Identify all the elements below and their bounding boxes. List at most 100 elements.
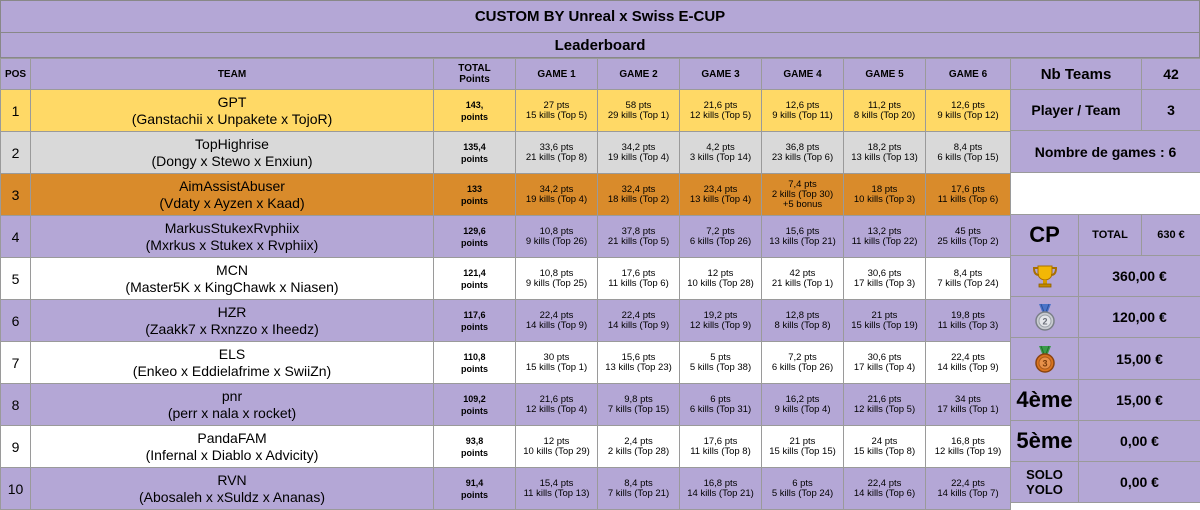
total-points-unit: points [434, 237, 515, 249]
svg-text:3: 3 [1042, 358, 1047, 368]
team-name: RVN [31, 472, 433, 489]
rank-cell: 4 [1, 216, 31, 258]
game-points: 37,8 pts [598, 227, 679, 237]
game-kills: 13 kills (Top 23) [598, 363, 679, 373]
game-points: 12,6 pts [762, 101, 843, 111]
total-points-unit: points [434, 279, 515, 291]
total-points-value: 121,4 [434, 267, 515, 279]
prize-amount-2: 120,00 € [1079, 297, 1200, 338]
team-players: (Ganstachii x Unpakete x TojoR) [31, 111, 433, 128]
game-kills: 14 kills (Top 7) [926, 489, 1010, 499]
team-cell: RVN(Abosaleh x xSuldz x Ananas) [31, 468, 434, 510]
page-title-text: CUSTOM BY Unreal x Swiss E-CUP [475, 8, 725, 25]
total-points-value: 110,8 [434, 351, 515, 363]
game-kills: 21 kills (Top 1) [762, 279, 843, 289]
rank-cell: 3 [1, 174, 31, 216]
game-points: 18,2 pts [844, 143, 925, 153]
game-points: 7,2 pts [762, 353, 843, 363]
total-points-unit: points [434, 447, 515, 459]
prize-place-6-line1: SOLO [1026, 467, 1063, 482]
prize-place-3: 3 [1011, 338, 1079, 380]
cp-label: CP [1011, 215, 1079, 256]
game-kills: 15 kills (Top 19) [844, 321, 925, 331]
team-cell: MarkusStukexRvphiix(Mxrkus x Stukex x Rv… [31, 216, 434, 258]
game-points: 12,6 pts [926, 101, 1010, 111]
game-points: 15,6 pts [598, 353, 679, 363]
prize-place-5: 5ème [1011, 421, 1079, 462]
gold-trophy-icon [1031, 262, 1059, 290]
total-points-value: 133 [434, 183, 515, 195]
game-kills: 9 kills (Top 12) [926, 111, 1010, 121]
game-points: 22,4 pts [844, 479, 925, 489]
prize-place-6-line2: YOLO [1026, 482, 1063, 497]
total-points-value: 109,2 [434, 393, 515, 405]
total-points-value: 143, [434, 99, 515, 111]
game-points: 2,4 pts [598, 437, 679, 447]
game-points: 11,2 pts [844, 101, 925, 111]
team-players: (Abosaleh x xSuldz x Ananas) [31, 489, 433, 506]
game-points: 12,8 pts [762, 311, 843, 321]
rank-cell: 10 [1, 468, 31, 510]
game-kills: 12 kills (Top 5) [680, 111, 761, 121]
game-points: 19,8 pts [926, 311, 1010, 321]
game-kills: 12 kills (Top 4) [516, 405, 597, 415]
team-players: (Infernal x Diablo x Advicity) [31, 447, 433, 464]
game-kills: 9 kills (Top 25) [516, 279, 597, 289]
prize-place-1 [1011, 256, 1079, 297]
game-kills: 7 kills (Top 15) [598, 405, 679, 415]
player-team-value: 3 [1142, 90, 1200, 131]
game-kills: 7 kills (Top 21) [598, 489, 679, 499]
rank-cell: 5 [1, 258, 31, 300]
team-name: MCN [31, 262, 433, 279]
game-kills: 11 kills (Top 22) [844, 237, 925, 247]
game-points: 17,6 pts [598, 269, 679, 279]
team-cell: MCN(Master5K x KingChawk x Niasen) [31, 258, 434, 300]
header-game-4: GAME 4 [762, 59, 844, 90]
game-points: 45 pts [926, 227, 1010, 237]
page-title: CUSTOM BY Unreal x Swiss E-CUP [0, 0, 1200, 33]
game-kills: 19 kills (Top 4) [516, 195, 597, 205]
prize-amount-5: 0,00 € [1079, 421, 1200, 462]
game-points: 30 pts [516, 353, 597, 363]
game-kills: 6 kills (Top 15) [926, 153, 1010, 163]
total-points-unit: points [434, 363, 515, 375]
header-total-line1: TOTAL [458, 63, 490, 74]
total-points-value: 91,4 [434, 477, 515, 489]
game-points: 17,6 pts [680, 437, 761, 447]
team-cell: ELS(Enkeo x Eddielafrime x SwiiZn) [31, 342, 434, 384]
total-points-unit: points [434, 321, 515, 333]
game-kills: 9 kills (Top 11) [762, 111, 843, 121]
game-points: 30,6 pts [844, 269, 925, 279]
total-points-unit: points [434, 405, 515, 417]
game-kills: 11 kills (Top 6) [598, 279, 679, 289]
